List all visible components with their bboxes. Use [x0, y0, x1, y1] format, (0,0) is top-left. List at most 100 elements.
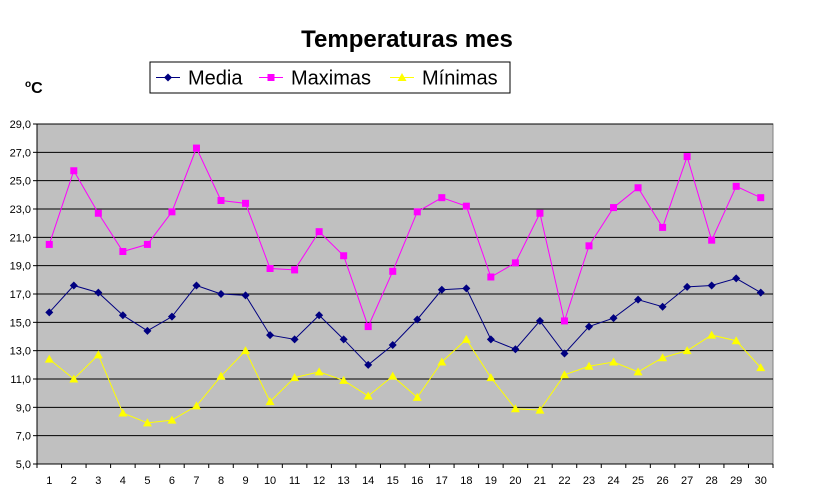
data-point: [633, 367, 643, 376]
data-point: [535, 405, 545, 414]
x-tick-label: 9: [242, 475, 248, 487]
data-point: [192, 281, 201, 290]
data-point: [94, 288, 103, 297]
x-tick-label: 1: [46, 475, 52, 487]
data-point: [363, 391, 373, 400]
data-point: [708, 236, 716, 244]
data-point: [315, 311, 324, 320]
y-unit-superscript: o: [25, 79, 31, 90]
legend-entry: Maximas: [259, 68, 371, 90]
data-point: [167, 415, 177, 424]
x-tick-label: 20: [509, 475, 521, 487]
data-point: [462, 284, 471, 293]
legend-label: Mínimas: [422, 68, 498, 90]
x-tick-label: 4: [120, 475, 126, 487]
data-point: [143, 326, 152, 335]
data-point: [658, 353, 668, 362]
data-point: [167, 312, 176, 321]
data-point: [732, 182, 740, 190]
data-point: [266, 331, 275, 340]
series-1: [45, 274, 765, 369]
data-point: [584, 361, 594, 370]
data-point: [266, 265, 274, 272]
data-point: [241, 346, 251, 355]
data-point: [168, 208, 176, 216]
x-tick-label: 17: [436, 475, 448, 487]
data-point: [756, 363, 766, 372]
legend-entry: Media: [156, 68, 243, 90]
x-tick-label: 7: [193, 475, 199, 487]
data-point: [216, 371, 226, 380]
legend: Media Maximas Mínimas: [149, 61, 511, 94]
y-tick-label: 25,0: [10, 176, 31, 188]
data-point: [45, 240, 53, 248]
legend-label: Media: [188, 68, 243, 90]
data-point: [609, 357, 619, 366]
data-point: [585, 322, 593, 331]
data-point: [314, 367, 324, 376]
data-point: [560, 349, 569, 358]
x-tick-label: 26: [656, 475, 668, 487]
y-tick-label: 7,0: [16, 431, 31, 443]
data-point: [732, 274, 741, 283]
data-point: [610, 204, 618, 212]
x-tick-label: 18: [460, 475, 472, 487]
x-tick-label: 14: [362, 475, 374, 487]
data-point: [487, 273, 495, 281]
y-tick-label: 17,0: [10, 289, 31, 301]
data-point: [511, 345, 520, 354]
x-tick-label: 29: [730, 475, 742, 487]
data-point: [511, 259, 519, 267]
x-tick-label: 6: [169, 475, 175, 487]
data-point: [757, 194, 765, 202]
data-point: [707, 330, 717, 339]
x-tick-label: 28: [706, 475, 718, 487]
data-point: [69, 281, 78, 290]
data-point: [290, 373, 300, 382]
x-tick-label: 2: [71, 475, 77, 487]
data-point: [437, 357, 447, 366]
x-tick-label: 30: [755, 475, 767, 487]
data-point: [70, 167, 78, 175]
x-tick-label: 23: [583, 475, 595, 487]
data-point: [683, 282, 692, 291]
y-unit-label: oC: [25, 79, 43, 97]
data-point: [291, 266, 299, 274]
data-point: [683, 153, 691, 161]
x-tick-label: 5: [144, 475, 150, 487]
data-point: [412, 392, 422, 401]
x-tick-label: 25: [632, 475, 644, 487]
data-point: [118, 311, 127, 320]
data-point: [242, 199, 250, 207]
x-tick-label: 21: [534, 475, 546, 487]
data-point: [585, 242, 593, 250]
data-point: [559, 370, 569, 379]
data-point: [388, 341, 397, 349]
data-point: [315, 228, 323, 236]
data-point: [389, 267, 397, 275]
y-tick-label: 5,0: [16, 459, 31, 471]
data-point: [192, 144, 200, 152]
legend-marker: [267, 74, 275, 81]
series-2: [45, 144, 765, 331]
y-tick-label: 19,0: [10, 261, 31, 273]
y-tick-label: 9,0: [16, 402, 31, 414]
chart-title: Temperaturas mes: [301, 26, 513, 53]
data-point: [339, 335, 348, 344]
data-point: [118, 408, 128, 417]
data-point: [191, 401, 201, 410]
legend-marker: [397, 73, 407, 81]
data-point: [634, 295, 643, 304]
data-point: [462, 202, 470, 210]
legend-entry: Mínimas: [390, 68, 498, 90]
data-point: [535, 316, 544, 325]
data-point: [93, 350, 103, 359]
y-tick-label: 15,0: [10, 317, 31, 329]
data-point: [217, 290, 225, 298]
data-point: [659, 223, 667, 231]
x-tick-label: 15: [387, 475, 399, 487]
data-point: [486, 335, 495, 344]
legend-box: [149, 61, 511, 94]
